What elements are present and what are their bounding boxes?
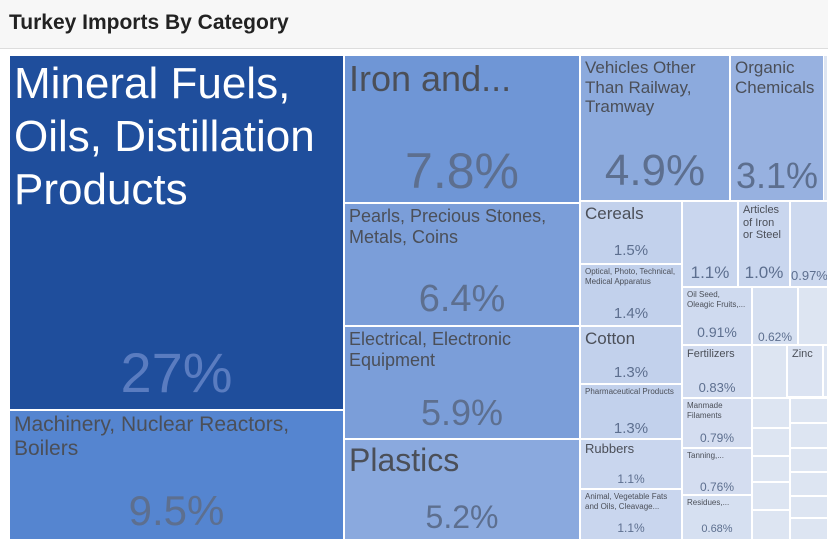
value-label: 1.4% xyxy=(613,304,649,322)
tile-label: Electrical, Electronic Equipment xyxy=(349,329,512,370)
tile-filler xyxy=(790,496,828,518)
tile: 0.62% xyxy=(752,287,798,345)
tile: Optical, Photo, Technical, Medical Appar… xyxy=(580,264,682,326)
tile: Cotton 1.3% xyxy=(580,326,682,384)
tile: Mineral Fuels, Oils, Distillation Produc… xyxy=(9,55,344,410)
tile-filler xyxy=(790,472,828,496)
tile: Pearls, Precious Stones, Metals, Coins 6.… xyxy=(344,203,580,326)
tile: Iron and... 7.8% xyxy=(344,55,580,203)
tile-filler xyxy=(752,482,790,510)
tile: Fertilizers 0.83% xyxy=(682,345,752,398)
value-label: 3.1% xyxy=(735,155,819,196)
value-label: 1.3% xyxy=(613,363,649,381)
value-label: 9.5% xyxy=(128,487,225,534)
tile-filler xyxy=(798,287,828,345)
value-label: 0.79% xyxy=(699,431,735,445)
tile-filler xyxy=(752,510,790,540)
value-label: 1.0% xyxy=(744,262,784,282)
header: Turkey Imports By Category xyxy=(0,0,828,49)
tile: 1.1% xyxy=(682,201,738,287)
tile-label: Organic Chemicals xyxy=(735,58,815,97)
tile-label: Fertilizers xyxy=(687,348,735,360)
tile: Manmade Filaments 0.79% xyxy=(682,398,752,448)
tile: Pharmaceutical Products 1.3% xyxy=(580,384,682,439)
tile-label: Optical, Photo, Technical, Medical Appar… xyxy=(585,267,676,286)
tile: Cereals 1.5% xyxy=(580,201,682,264)
tile-filler xyxy=(752,428,790,456)
tile-label: Articles of Iron or Steel xyxy=(743,204,781,242)
value-label: 0.76% xyxy=(699,480,735,494)
tile-label: Residues,... xyxy=(687,498,730,507)
tile-label: Manmade Filaments xyxy=(687,401,723,420)
tile-label: Oil Seed, Oleagic Fruits,... xyxy=(687,290,746,309)
tile: Tanning,... 0.76% xyxy=(682,448,752,495)
value-label: 1.3% xyxy=(613,419,649,437)
value-label: 0.97% xyxy=(791,267,828,283)
tile-filler xyxy=(823,345,828,397)
tile: Animal, Vegetable Fats and Oils, Cleavag… xyxy=(580,489,682,540)
tile-filler xyxy=(790,518,828,540)
tile-filler xyxy=(752,398,790,428)
value-label: 0.62% xyxy=(757,330,793,344)
tile-filler xyxy=(790,423,828,448)
tile: Organic Chemicals 3.1% xyxy=(730,55,824,201)
value-label: 1.1% xyxy=(690,262,730,282)
value-label: 6.4% xyxy=(418,278,506,320)
tile-label: Pharmaceutical Products xyxy=(585,387,674,396)
tile: Machinery, Nuclear Reactors, Boilers 9.5% xyxy=(9,410,344,540)
tile-filler xyxy=(752,345,787,398)
tile: Plastics 5.2% xyxy=(344,439,580,540)
value-label: 0.83% xyxy=(698,379,736,395)
tile-label: Machinery, Nuclear Reactors, Boilers xyxy=(14,413,290,461)
tile: Oil Seed, Oleagic Fruits,... 0.91% xyxy=(682,287,752,345)
tile-label: Cotton xyxy=(585,329,636,348)
value-label: 5.9% xyxy=(420,392,504,433)
tile-label: Animal, Vegetable Fats and Oils, Cleavag… xyxy=(585,492,668,511)
tile-filler xyxy=(790,448,828,472)
value-label: 0.91% xyxy=(697,324,737,340)
value-label: 27% xyxy=(120,341,233,404)
value-label: 5.2% xyxy=(425,499,499,535)
value-label: 1.1% xyxy=(617,472,645,486)
tile: Rubbers 1.1% xyxy=(580,439,682,489)
tile-label: Vehicles Other Than Railway, Tramway xyxy=(585,58,696,117)
tile: 0.97% xyxy=(790,201,828,287)
tile-label: Cereals xyxy=(585,204,644,223)
tile: Articles of Iron or Steel 1.0% xyxy=(738,201,790,287)
value-label: 1.5% xyxy=(613,241,649,259)
title: Turkey Imports By Category xyxy=(9,11,289,34)
tile-label: Iron and... xyxy=(349,58,512,99)
tile: Vehicles Other Than Railway, Tramway 4.9% xyxy=(580,55,730,201)
tile-filler xyxy=(790,398,828,423)
value-label: 1.1% xyxy=(617,521,645,535)
tile-label: Rubbers xyxy=(585,441,635,456)
tile-label: Zinc xyxy=(792,348,813,360)
value-label: 4.9% xyxy=(604,146,706,195)
value-label: 0.68% xyxy=(701,522,733,535)
tile-label: Mineral Fuels, Oils, Distillation Produc… xyxy=(14,59,315,214)
tile-label: Tanning,... xyxy=(687,451,724,460)
value-label: 7.8% xyxy=(405,143,519,199)
tile: Zinc xyxy=(787,345,823,397)
tile: Electrical, Electronic Equipment 5.9% xyxy=(344,326,580,439)
tile-filler xyxy=(752,456,790,482)
tile: Residues,... 0.68% xyxy=(682,495,752,540)
tile-label: Plastics xyxy=(349,442,460,478)
tile-label: Pearls, Precious Stones, Metals, Coins xyxy=(349,206,547,247)
